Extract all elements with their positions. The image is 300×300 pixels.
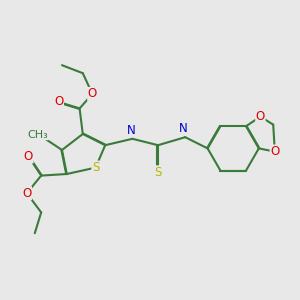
Text: O: O — [54, 95, 63, 109]
Text: H: H — [127, 125, 134, 135]
Text: S: S — [154, 166, 162, 179]
Text: CH₃: CH₃ — [28, 130, 48, 140]
Text: O: O — [88, 88, 97, 100]
Text: O: O — [270, 145, 279, 158]
Text: N: N — [126, 124, 135, 136]
Text: O: O — [22, 187, 32, 200]
Text: O: O — [256, 110, 265, 123]
Text: S: S — [92, 161, 99, 174]
Text: O: O — [24, 150, 33, 163]
Text: H: H — [180, 123, 187, 134]
Text: N: N — [179, 122, 188, 135]
